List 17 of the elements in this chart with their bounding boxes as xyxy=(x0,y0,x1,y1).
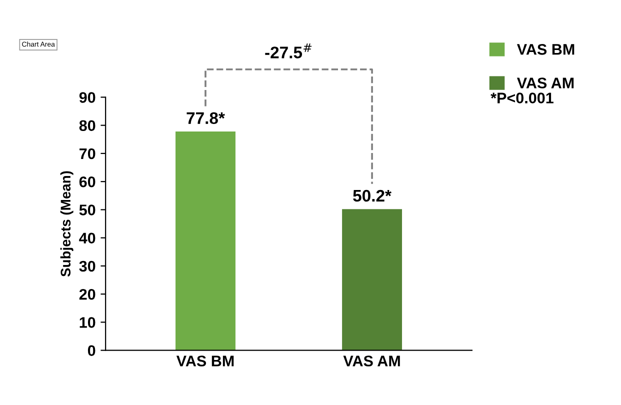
y-tick-label: 80 xyxy=(79,120,96,132)
y-tick-label: 60 xyxy=(79,176,96,188)
y-tick-label: 20 xyxy=(79,288,96,300)
data-label: 77.8* xyxy=(186,112,225,124)
text: *P<0.001 xyxy=(490,92,554,104)
legend-label: VAS BM xyxy=(516,44,574,55)
y-tick-label: 40 xyxy=(79,232,96,244)
data-label: 50.2* xyxy=(353,190,392,202)
text: -27.5$^{#}$ xyxy=(265,43,312,58)
y-tick-label: 90 xyxy=(79,92,96,103)
legend-label: VAS AM xyxy=(516,78,574,88)
y-axis-title: Subjects (Mean) xyxy=(60,171,74,277)
y-tick-label: 10 xyxy=(80,317,96,328)
y-tick-label: 30 xyxy=(79,260,96,272)
y-tick-label: 70 xyxy=(80,148,96,160)
y-tick-label: 50 xyxy=(79,204,96,216)
y-tick-label: 0 xyxy=(88,345,96,356)
